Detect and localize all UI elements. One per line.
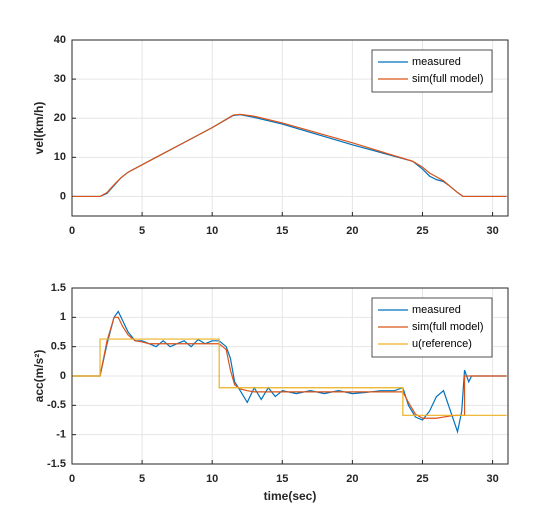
series-line [72,338,507,416]
x-tick-label: 30 [486,473,498,485]
x-tick-label: 25 [416,225,428,237]
y-axis-label: vel(km/h) [32,102,46,155]
x-tick-label: 0 [69,473,75,485]
y-tick-label: -1 [56,429,66,441]
axes-box [71,287,509,465]
x-tick-label: 0 [69,225,75,237]
y-tick-label: 0 [60,370,66,382]
y-tick-label: 20 [54,112,66,124]
x-tick-label: 10 [206,225,218,237]
x-tick-label: 10 [206,473,218,485]
axes-box [71,39,509,217]
x-tick-label: 15 [276,473,288,485]
y-tick-label: 1 [60,311,66,323]
series-line [72,316,507,419]
x-tick-label: 15 [276,225,288,237]
x-tick-label: 30 [486,225,498,237]
y-tick-label: -1.5 [47,458,66,470]
x-tick-label: 5 [139,225,145,237]
x-tick-label: 20 [346,225,358,237]
series-group [72,113,507,198]
y-tick-label: 10 [54,151,66,163]
legend-label: sim(full model) [412,73,484,85]
x-tick-label: 5 [139,473,145,485]
legend-label: measured [412,304,461,316]
y-tick-label: -0.5 [47,399,66,411]
series-group [72,310,507,435]
series-line [72,113,507,198]
legend-label: u(reference) [412,338,472,350]
y-axis-label: acc(m/s²) [32,350,46,403]
y-tick-label: 0.5 [51,341,66,353]
x-tick-label: 20 [346,473,358,485]
y-tick-label: 40 [54,34,66,46]
legend-box [371,49,493,93]
y-tick-label: 1.5 [51,282,66,294]
x-tick-label: 25 [416,473,428,485]
y-tick-label: 30 [54,73,66,85]
y-tick-label: 0 [60,190,66,202]
legend-label: sim(full model) [412,321,484,333]
legend-label: measured [412,56,461,68]
x-axis-label: time(sec) [264,489,317,503]
